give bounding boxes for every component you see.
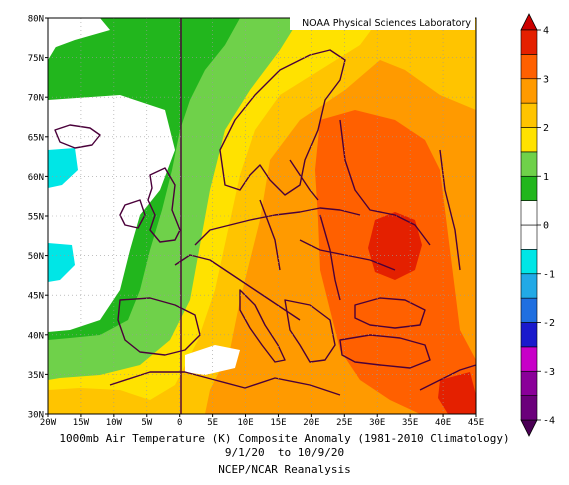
colorbar-label: -3 [543, 367, 555, 378]
colorbar-bin [520, 200, 538, 226]
credit-label: NOAA Physical Sciences Laboratory [290, 17, 475, 30]
colorbar-label: -1 [543, 269, 555, 280]
longitude-tick-label: 45E [468, 418, 484, 428]
longitude-tick-label: 35E [402, 418, 418, 428]
colorbar: 4 3 2 1 0 -1 -2 -3 -4 [520, 13, 555, 437]
coastlines-borders [54, 49, 477, 396]
colorbar-label: -4 [543, 416, 555, 427]
longitude-tick-label: 40E [435, 418, 451, 428]
latitude-tick-label: 35N [28, 371, 44, 381]
latitude-axis: 80N 75N 70N 65N 60N 55N 50N 45N 40N 35N 30N [28, 15, 48, 421]
colorbar-label: 2 [543, 123, 549, 134]
anomaly-field-white [48, 18, 175, 332]
graticule [48, 18, 476, 414]
latitude-tick-label: 60N [28, 173, 44, 183]
colorbar-bin [520, 127, 538, 153]
longitude-tick-label: 5E [207, 418, 218, 428]
colorbar-max-arrow [520, 13, 538, 31]
colorbar-bin [520, 395, 538, 421]
longitude-tick-label: 15W [73, 418, 90, 428]
anomaly-field-red-south [438, 372, 476, 414]
colorbar-bin [520, 249, 538, 275]
colorbar-label: 0 [543, 221, 549, 232]
colorbar-bin [520, 346, 538, 372]
colorbar-bin [520, 273, 538, 299]
longitude-tick-label: 25E [336, 418, 352, 428]
longitude-tick-label: 0 [177, 418, 182, 428]
longitude-tick-label: 15E [270, 418, 286, 428]
map-panel: 80N 75N 70N 65N 60N 55N 50N 45N 40N 35N 30N 20W 15W… [28, 15, 484, 429]
longitude-axis: 20W 15W 10W 5W 0 5E 10E 15E 20E 25E 30E 35E 40E 45E [40, 414, 484, 428]
colorbar-bin [520, 297, 538, 323]
colorbar-bin [520, 151, 538, 177]
longitude-tick-label: 30E [369, 418, 385, 428]
colorbar-label: 3 [543, 74, 549, 85]
caption-title: 1000mb Air Temperature (K) Composite Ano… [59, 432, 510, 445]
longitude-tick-label: 10W [106, 418, 123, 428]
latitude-tick-label: 50N [28, 252, 44, 262]
colorbar-bin [520, 102, 538, 128]
latitude-tick-label: 75N [28, 54, 44, 64]
latitude-tick-label: 55N [28, 213, 44, 223]
anomaly-field-red [368, 212, 422, 280]
latitude-tick-label: 45N [28, 292, 44, 302]
colorbar-bin [520, 29, 538, 55]
colorbar-bin [520, 78, 538, 104]
caption-source: NCEP/NCAR Reanalysis [218, 463, 351, 476]
anomaly-field-white-spain [185, 345, 240, 375]
latitude-tick-label: 70N [28, 94, 44, 104]
colorbar-bin [520, 54, 538, 80]
latitude-tick-label: 65N [28, 133, 44, 143]
colorbar-label: 4 [543, 26, 549, 37]
longitude-tick-label: 5W [141, 418, 152, 428]
longitude-tick-label: 20W [40, 418, 57, 428]
colorbar-bin [520, 175, 538, 201]
latitude-tick-label: 80N [28, 15, 44, 25]
colorbar-bin [520, 224, 538, 250]
colorbar-label: 1 [543, 172, 549, 183]
latitude-tick-label: 30N [28, 411, 44, 421]
colorbar-label: -2 [543, 318, 555, 329]
colorbar-bin [520, 322, 538, 348]
anomaly-field-cyan-1 [48, 148, 78, 188]
longitude-tick-label: 10E [237, 418, 253, 428]
latitude-tick-label: 40N [28, 331, 44, 341]
anomaly-field-cyan-2 [48, 243, 75, 282]
longitude-tick-label: 20E [303, 418, 319, 428]
colorbar-bin [520, 370, 538, 396]
caption-dates: 9/1/20 to 10/9/20 [224, 446, 345, 459]
anomaly-field-white-north [48, 18, 110, 50]
